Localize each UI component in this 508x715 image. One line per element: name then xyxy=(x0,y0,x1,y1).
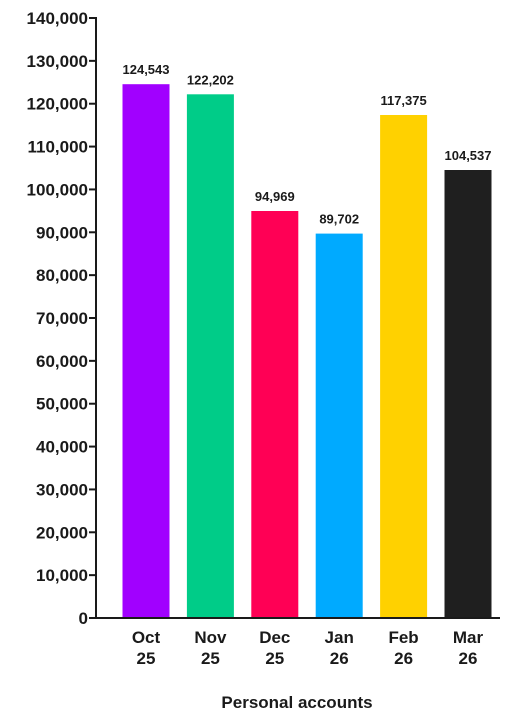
bars xyxy=(122,84,492,619)
bar xyxy=(186,94,234,619)
x-axis-title: Personal accounts xyxy=(221,693,372,712)
bar xyxy=(444,170,492,618)
x-axis-category-labels: Oct 25 Nov 25 Dec 25 Jan 26 Feb 26 Mar 26 xyxy=(132,628,484,668)
x-category-label: 26 xyxy=(459,649,478,668)
bar-value-label: 124,543 xyxy=(123,62,170,77)
x-category-label: Jan xyxy=(325,628,354,647)
y-tick-label: 100,000 xyxy=(27,180,88,199)
y-tick-label: 50,000 xyxy=(36,395,88,414)
x-category-label: 25 xyxy=(265,649,284,668)
x-category-label: 26 xyxy=(330,649,349,668)
bar-value-label: 94,969 xyxy=(255,189,295,204)
x-category-label: Nov xyxy=(194,628,227,647)
x-category-label: Dec xyxy=(259,628,290,647)
bar-value-label: 89,702 xyxy=(319,212,359,227)
y-tick-label: 60,000 xyxy=(36,352,88,371)
bar-value-label: 122,202 xyxy=(187,72,234,87)
x-category-label: Oct xyxy=(132,628,161,647)
y-tick-label: 40,000 xyxy=(36,438,88,457)
bar xyxy=(315,233,363,618)
bar xyxy=(380,115,428,618)
y-axis-ticks: 0 10,000 20,000 30,000 40,000 50,000 60,000 70,… xyxy=(27,9,96,628)
y-tick-label: 70,000 xyxy=(36,309,88,328)
bar xyxy=(122,84,170,618)
bar-value-label: 104,537 xyxy=(445,148,492,163)
x-category-label: Feb xyxy=(388,628,418,647)
y-tick-label: 20,000 xyxy=(36,523,88,542)
x-category-label: 26 xyxy=(394,649,413,668)
y-tick-label: 10,000 xyxy=(36,566,88,585)
y-tick-label: 30,000 xyxy=(36,480,88,499)
y-tick-label: 0 xyxy=(79,609,88,628)
bar-value-label: 117,375 xyxy=(380,93,426,108)
y-tick-label: 80,000 xyxy=(36,266,88,285)
y-tick-label: 110,000 xyxy=(27,138,88,157)
y-tick-label: 130,000 xyxy=(27,52,88,71)
y-tick-label: 120,000 xyxy=(27,95,88,114)
data-labels: 124,543 122,202 94,969 89,702 117,375 104,537 xyxy=(123,62,492,226)
x-category-label: 25 xyxy=(201,649,220,668)
x-category-label: 25 xyxy=(137,649,156,668)
y-tick-label: 90,000 xyxy=(36,223,88,242)
x-category-label: Mar xyxy=(453,628,484,647)
y-tick-label: 140,000 xyxy=(27,9,88,28)
bar xyxy=(251,211,299,618)
